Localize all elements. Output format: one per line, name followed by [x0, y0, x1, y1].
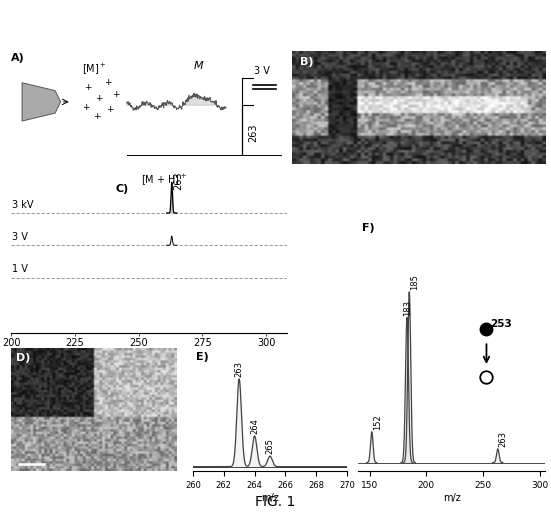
Text: 253: 253	[490, 319, 512, 329]
X-axis label: m/z: m/z	[140, 351, 158, 361]
Text: 3 V: 3 V	[254, 67, 269, 76]
Text: +: +	[84, 83, 92, 92]
Text: +: +	[104, 78, 111, 87]
Text: 183: 183	[403, 300, 412, 316]
Polygon shape	[22, 83, 61, 121]
Text: FIG. 1: FIG. 1	[255, 496, 296, 509]
X-axis label: m/z: m/z	[443, 493, 461, 503]
Text: 264: 264	[250, 418, 259, 434]
Text: B): B)	[300, 57, 313, 67]
Text: M: M	[193, 61, 203, 72]
Text: D): D)	[16, 353, 30, 363]
Text: +: +	[82, 103, 89, 112]
Text: +: +	[106, 105, 114, 114]
X-axis label: m/z: m/z	[261, 493, 279, 503]
Text: 263: 263	[248, 123, 258, 141]
Text: C): C)	[116, 184, 129, 194]
Text: +: +	[95, 94, 103, 103]
Text: 263: 263	[499, 431, 507, 447]
Text: [M + H]$^+$: [M + H]$^+$	[141, 172, 187, 187]
Text: 265: 265	[266, 438, 274, 454]
Text: F): F)	[362, 223, 375, 233]
Text: E): E)	[196, 352, 209, 362]
Text: 185: 185	[410, 274, 419, 290]
Text: 152: 152	[372, 414, 382, 430]
Text: +: +	[112, 90, 120, 98]
Text: [M]$^+$: [M]$^+$	[82, 60, 106, 76]
Text: A): A)	[11, 53, 25, 63]
Text: 3 V: 3 V	[12, 232, 28, 242]
Text: 1 V: 1 V	[12, 264, 28, 274]
Text: 263: 263	[235, 361, 244, 377]
Text: 3 kV: 3 kV	[12, 200, 34, 210]
Text: +: +	[93, 112, 100, 121]
Text: 263: 263	[173, 172, 183, 190]
